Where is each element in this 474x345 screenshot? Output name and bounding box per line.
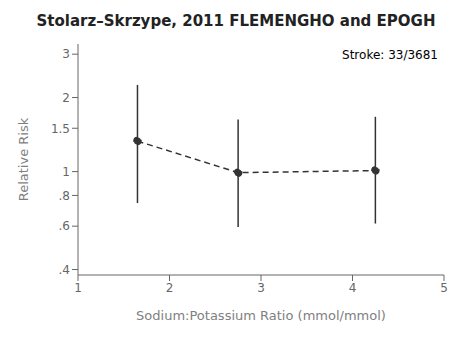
svg-text:2: 2 [62, 91, 70, 105]
svg-text:.8: .8 [59, 189, 70, 203]
svg-text:1: 1 [62, 165, 70, 179]
svg-text:Sodium:Potassium Ratio (mmol/m: Sodium:Potassium Ratio (mmol/mmol) [136, 308, 386, 323]
svg-text:1: 1 [74, 281, 82, 295]
svg-text:.6: .6 [59, 219, 70, 233]
svg-text:.4: .4 [59, 263, 70, 277]
svg-text:2: 2 [166, 281, 174, 295]
svg-text:5: 5 [440, 281, 448, 295]
svg-text:3: 3 [257, 281, 265, 295]
svg-text:1.5: 1.5 [51, 122, 70, 136]
html-text:Stroke: 33/3681: Stroke: 33/3681 [342, 48, 438, 62]
html-text:Stolarz–Skrzype, 2011 FLEMENGH: Stolarz–Skrzype, 2011 FLEMENGHO and EPOG… [36, 12, 436, 30]
svg-text:Relative Risk: Relative Risk [16, 117, 31, 201]
svg-text:4: 4 [349, 281, 357, 295]
svg-text:3: 3 [62, 47, 70, 61]
